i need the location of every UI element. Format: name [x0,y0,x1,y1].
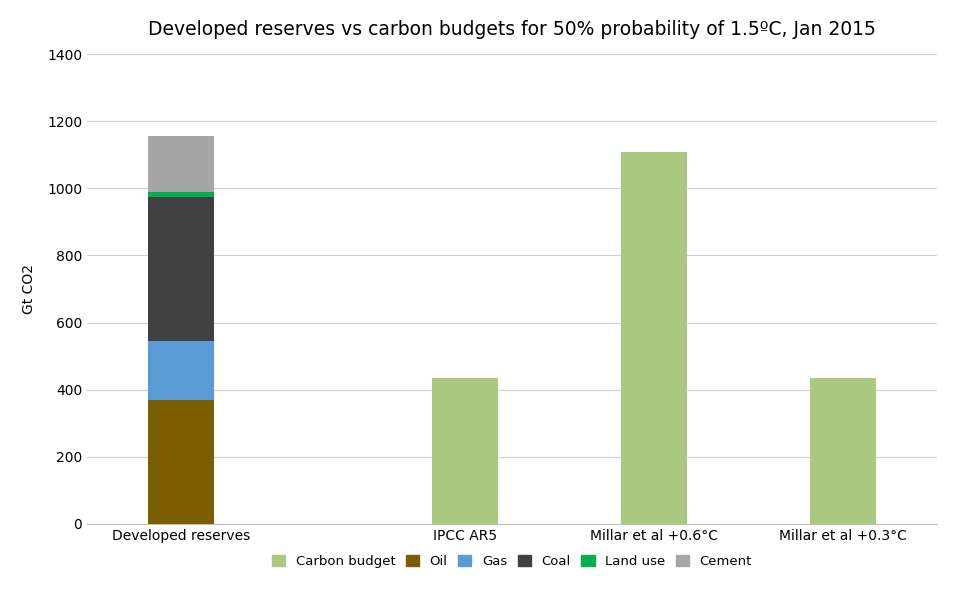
Bar [149,197,214,341]
Bar [149,136,214,191]
Bar [620,152,687,524]
Bar [810,378,875,524]
Bar [149,341,214,400]
Bar [432,378,497,524]
Title: Developed reserves vs carbon budgets for 50% probability of 1.5ºC, Jan 2015: Developed reserves vs carbon budgets for… [148,20,876,39]
Bar [149,400,214,524]
Legend: Carbon budget, Oil, Gas, Coal, Land use, Cement: Carbon budget, Oil, Gas, Coal, Land use,… [267,550,757,574]
Y-axis label: Gt CO2: Gt CO2 [22,264,36,314]
Bar [149,191,214,197]
